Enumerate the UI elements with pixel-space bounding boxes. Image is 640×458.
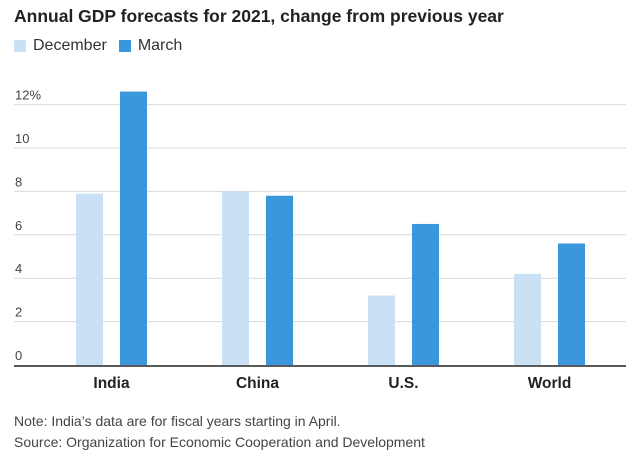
bar-december-china bbox=[222, 191, 249, 365]
footnote: Note: India’s data are for fiscal years … bbox=[14, 413, 341, 429]
y-tick-label: 6 bbox=[15, 218, 22, 233]
bar-march-india bbox=[120, 91, 147, 365]
source-note: Source: Organization for Economic Cooper… bbox=[14, 434, 425, 450]
bar-chart: 0 2 4 6 8 10 12% India China U.S. World bbox=[14, 88, 626, 392]
chart-notes: Note: India’s data are for fiscal years … bbox=[14, 411, 425, 453]
bar-december-us bbox=[368, 295, 395, 365]
legend-label-december: December bbox=[33, 37, 107, 54]
y-tick-label: 8 bbox=[15, 174, 22, 189]
y-tick-label: 2 bbox=[15, 305, 22, 320]
x-tick-label: World bbox=[528, 375, 572, 392]
bar-march-world bbox=[558, 243, 585, 365]
legend: December March bbox=[14, 37, 194, 55]
y-tick-label: 0 bbox=[15, 348, 22, 363]
x-tick-label: China bbox=[236, 375, 279, 392]
legend-swatch-december bbox=[14, 40, 26, 52]
y-tick-label: 10 bbox=[15, 131, 29, 146]
chart-title: Annual GDP forecasts for 2021, change fr… bbox=[14, 6, 504, 26]
x-tick-label: India bbox=[93, 375, 130, 392]
bar-december-india bbox=[76, 193, 103, 365]
y-tick-label: 12% bbox=[15, 88, 41, 103]
x-tick-label: U.S. bbox=[388, 375, 418, 392]
bar-march-china bbox=[266, 195, 293, 365]
legend-swatch-march bbox=[118, 40, 131, 52]
legend-item-march: March bbox=[118, 37, 183, 55]
bar-december-world bbox=[514, 273, 541, 365]
legend-label-march: March bbox=[137, 37, 183, 54]
y-tick-label: 4 bbox=[15, 261, 22, 276]
bar-march-us bbox=[412, 223, 439, 365]
legend-item-december: December bbox=[14, 37, 107, 55]
